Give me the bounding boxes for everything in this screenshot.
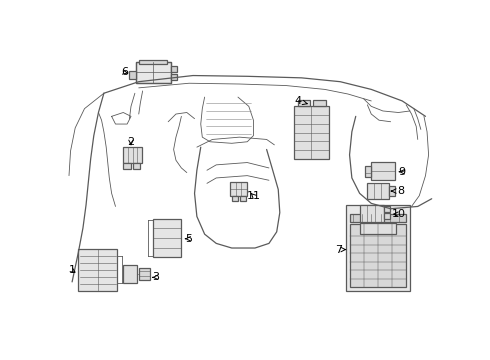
Bar	[123, 163, 131, 169]
Bar	[371, 162, 394, 180]
Bar	[129, 71, 136, 78]
Bar	[230, 182, 247, 195]
Bar	[133, 163, 140, 169]
Text: 4: 4	[294, 96, 307, 106]
Text: 1: 1	[69, 265, 75, 275]
Text: 9: 9	[399, 167, 406, 177]
Bar	[346, 205, 410, 291]
Bar	[123, 147, 142, 163]
Bar	[365, 166, 371, 177]
Bar	[78, 249, 117, 291]
Bar	[368, 183, 389, 199]
Bar	[361, 223, 396, 234]
Bar	[171, 74, 177, 80]
Text: 11: 11	[246, 191, 261, 201]
Text: 2: 2	[127, 137, 135, 147]
Bar	[385, 206, 390, 212]
Bar	[360, 205, 385, 222]
Bar	[294, 106, 329, 159]
Bar	[297, 100, 310, 106]
Text: 3: 3	[152, 272, 159, 282]
Bar	[313, 100, 325, 106]
Text: 5: 5	[185, 234, 192, 244]
Bar	[350, 214, 406, 222]
Text: 6: 6	[122, 67, 128, 77]
Text: 8: 8	[392, 186, 404, 196]
Bar	[139, 268, 149, 280]
Bar	[232, 195, 238, 201]
Text: 7: 7	[335, 244, 345, 255]
Text: 10: 10	[392, 209, 405, 219]
Bar	[389, 186, 395, 195]
Bar	[136, 62, 171, 83]
Bar	[350, 224, 406, 287]
Bar	[139, 60, 168, 64]
Bar	[240, 195, 245, 201]
Bar	[385, 213, 390, 219]
Bar	[171, 66, 177, 72]
Bar	[153, 219, 181, 257]
Bar	[123, 265, 137, 283]
Bar	[136, 62, 171, 83]
